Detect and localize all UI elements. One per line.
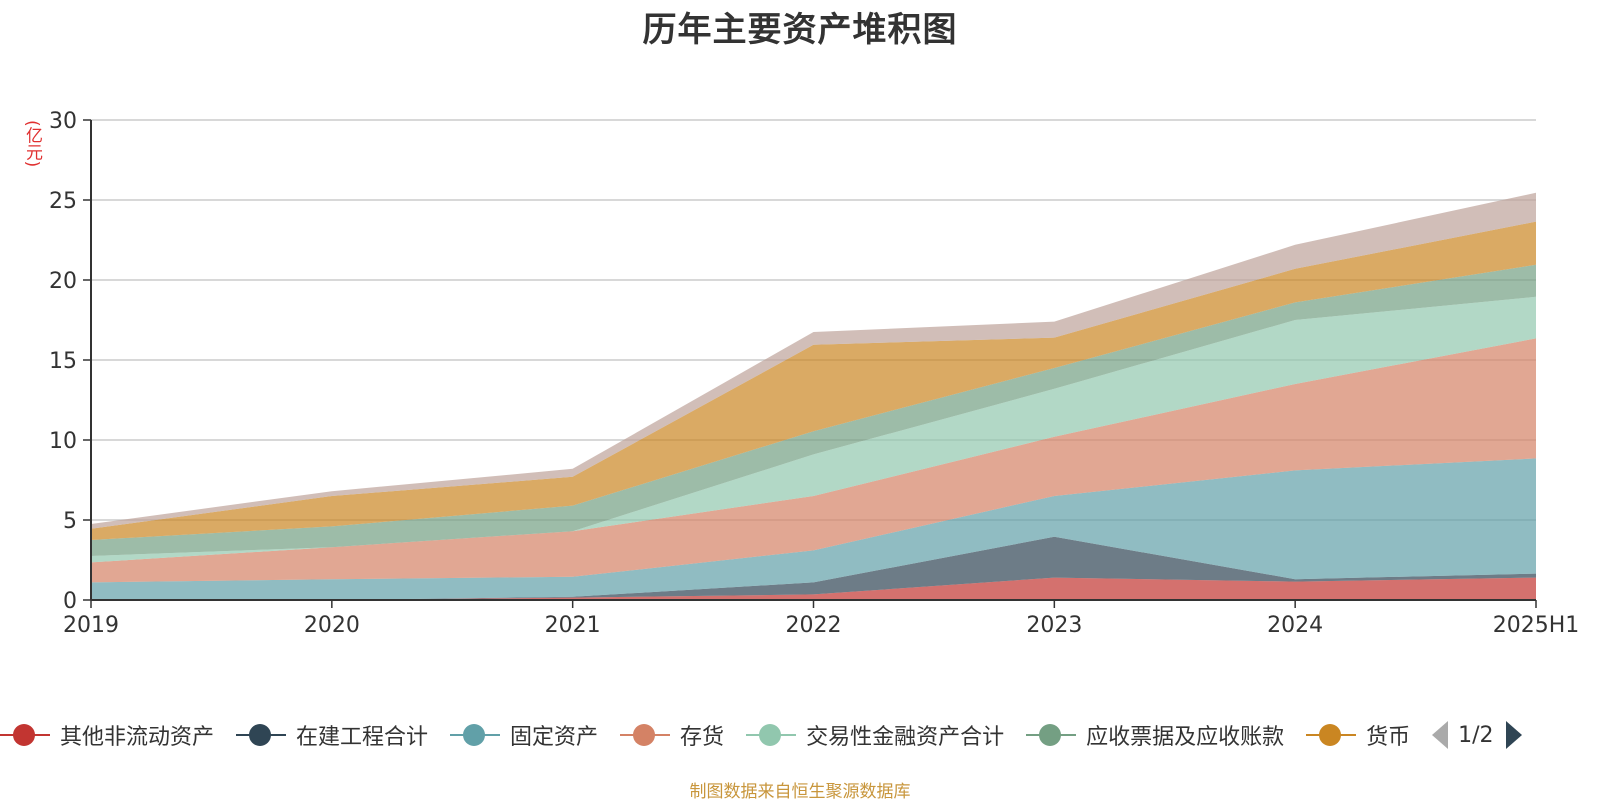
legend-item-label: 应收票据及应收账款 xyxy=(1086,725,1285,750)
legend: 其他非流动资产 在建工程合计 固定资产 存货 交易性金融资产合计 应收票据及应收账款 货币 … xyxy=(0,715,1600,755)
series-area-0[interactable] xyxy=(91,577,1536,600)
legend-page-indicator: 1/2 xyxy=(1458,722,1494,748)
legend-next-page-icon[interactable] xyxy=(1505,721,1522,749)
x-tick-label: 2022 xyxy=(786,613,842,638)
legend-item-label: 固定资产 xyxy=(510,725,599,750)
x-tick-label: 2023 xyxy=(1026,613,1082,638)
y-tick-label: 25 xyxy=(49,189,77,214)
legend-item[interactable]: 固定资产 xyxy=(450,719,598,751)
legend-item[interactable]: 存货 xyxy=(620,719,724,751)
x-tick-label: 2019 xyxy=(63,613,119,638)
x-tick-label: 2020 xyxy=(304,613,360,638)
series-area-3[interactable] xyxy=(91,338,1536,583)
x-tick-label: 2021 xyxy=(545,613,601,638)
series-area-5[interactable] xyxy=(91,264,1536,556)
legend-marker-icon xyxy=(620,723,671,747)
series-area-2[interactable] xyxy=(91,458,1536,600)
y-tick-label: 5 xyxy=(63,509,77,534)
y-axis-unit-label: (亿元) xyxy=(22,120,42,168)
legend-item-label: 其他非流动资产 xyxy=(60,725,215,750)
legend-prev-page-icon[interactable] xyxy=(1432,721,1449,749)
legend-item[interactable]: 交易性金融资产合计 xyxy=(746,719,1004,751)
legend-marker-icon xyxy=(1026,723,1077,747)
x-tick-label: 2025H1 xyxy=(1493,613,1580,638)
chart-title: 历年主要资产堆积图 xyxy=(642,10,958,50)
y-tick-label: 0 xyxy=(63,589,77,614)
y-tick-label: 30 xyxy=(49,109,77,134)
data-source-note: 制图数据来自恒生聚源数据库 xyxy=(689,782,911,802)
legend-item[interactable]: 在建工程合计 xyxy=(236,719,428,751)
legend-marker-icon xyxy=(0,723,50,747)
y-tick-label: 10 xyxy=(49,429,77,454)
legend-item[interactable]: 货币 xyxy=(1306,719,1410,751)
legend-item-label: 存货 xyxy=(680,725,725,750)
legend-marker-icon xyxy=(746,723,797,747)
axis-layer: 0 5 10 15 20 25 30 2019 2020 2021 2022 2023 2024 2025… xyxy=(49,109,1579,638)
legend-item[interactable]: 其他非流动资产 xyxy=(0,719,214,751)
series-area-7[interactable] xyxy=(91,192,1536,529)
legend-marker-icon xyxy=(1306,723,1357,747)
legend-item-label: 货币 xyxy=(1366,725,1411,750)
x-tick-label: 2024 xyxy=(1267,613,1323,638)
series-area-4[interactable] xyxy=(91,296,1536,563)
legend-marker-icon xyxy=(236,723,287,747)
legend-item[interactable]: 应收票据及应收账款 xyxy=(1026,719,1284,751)
y-tick-label: 15 xyxy=(49,349,77,374)
legend-item-label: 交易性金融资产合计 xyxy=(806,725,1005,750)
series-area-1[interactable] xyxy=(91,536,1536,600)
legend-marker-icon xyxy=(450,723,501,747)
y-tick-label: 20 xyxy=(49,269,77,294)
series-area-6[interactable] xyxy=(91,221,1536,540)
legend-pager: 1/2 xyxy=(1432,721,1522,749)
area-chart: 0 5 10 15 20 25 30 2019 2020 2021 2022 2023 2024 2025… xyxy=(49,109,1579,638)
area-layer xyxy=(91,192,1536,600)
legend-item-label: 在建工程合计 xyxy=(296,725,429,750)
